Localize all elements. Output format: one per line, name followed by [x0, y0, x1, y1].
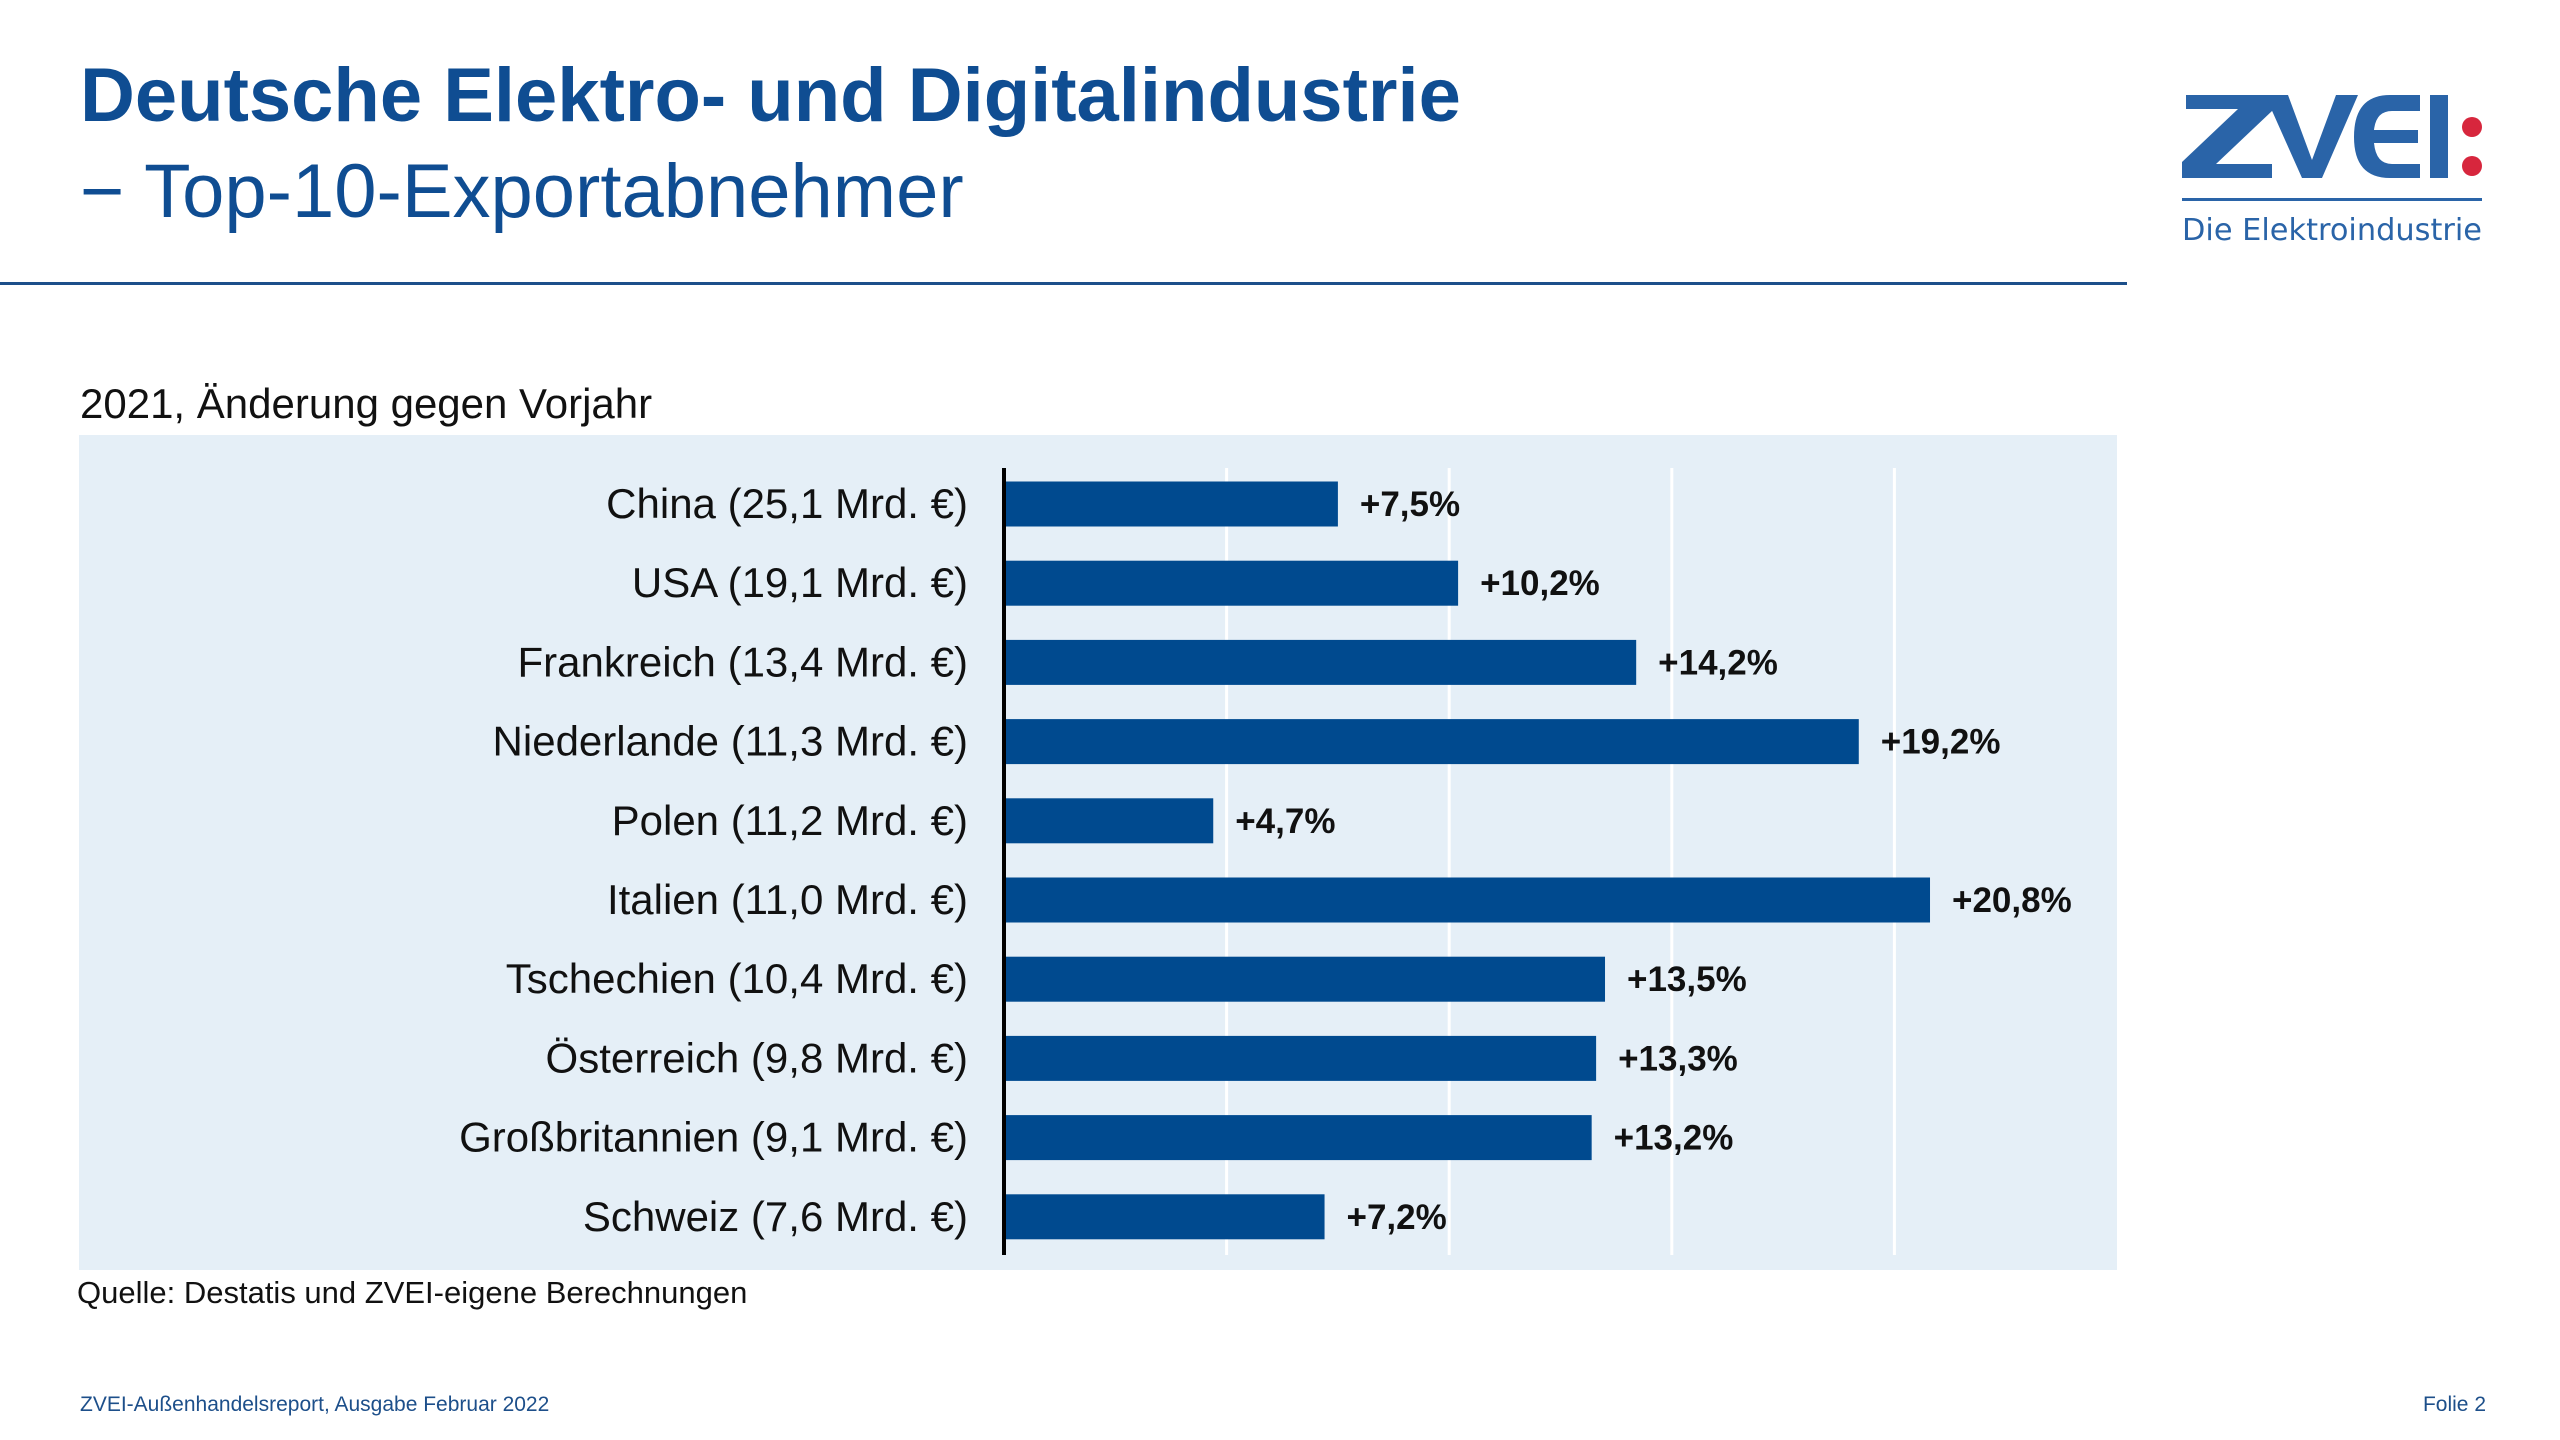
logo-letter-i [2430, 95, 2448, 178]
data-label: +19,2% [1881, 723, 2001, 762]
category-label: USA (19,1 Mrd. €) [632, 559, 968, 606]
logo-rule [2182, 198, 2482, 201]
category-label: Italien (11,0 Mrd. €) [607, 876, 968, 923]
data-label: +4,7% [1235, 802, 1335, 841]
bar [1004, 481, 1338, 527]
source-note: Quelle: Destatis und ZVEI-eigene Berechn… [77, 1275, 748, 1310]
logo-letter-v [2265, 95, 2358, 178]
logo-dot-bottom [2462, 156, 2482, 176]
data-label: +7,5% [1360, 485, 1460, 524]
bar [1004, 1115, 1592, 1161]
bar [1004, 956, 1606, 1002]
bar [1004, 1035, 1597, 1081]
bar [1004, 877, 1931, 923]
data-label: +13,5% [1627, 960, 1747, 999]
category-label: Polen (11,2 Mrd. €) [612, 797, 968, 844]
category-label: Großbritannien (9,1 Mrd. €) [459, 1114, 968, 1161]
bar [1004, 639, 1637, 685]
category-label: Schweiz (7,6 Mrd. €) [583, 1193, 968, 1240]
data-label: +13,3% [1618, 1039, 1738, 1078]
category-label: Österreich (9,8 Mrd. €) [546, 1034, 968, 1081]
footer-slide-number: Folie 2 [2422, 1393, 2486, 1416]
page-subtitle: − Top-10-Exportabnehmer [80, 149, 964, 234]
data-label: +13,2% [1614, 1119, 1734, 1158]
zvei-logo: Die Elektroindustrie [2182, 95, 2482, 248]
logo-letter-z [2182, 95, 2272, 178]
data-label: +7,2% [1347, 1198, 1447, 1237]
bar [1004, 1194, 1325, 1240]
page-title: Deutsche Elektro- und Digitalindustrie [80, 53, 1461, 138]
logo-tagline: Die Elektroindustrie [2182, 213, 2482, 248]
category-label: China (25,1 Mrd. €) [606, 480, 968, 527]
header-divider [0, 282, 2127, 285]
bar [1004, 719, 1859, 765]
bar [1004, 560, 1459, 606]
category-label: Niederlande (11,3 Mrd. €) [493, 718, 968, 765]
chart-title: 2021, Änderung gegen Vorjahr [80, 380, 653, 427]
data-label: +20,8% [1952, 881, 2072, 920]
logo-letter-e [2354, 95, 2420, 178]
data-label: +10,2% [1480, 564, 1600, 603]
category-label: Tschechien (10,4 Mrd. €) [506, 955, 968, 1002]
category-label: Frankreich (13,4 Mrd. €) [518, 638, 968, 685]
logo-dot-top [2462, 117, 2482, 137]
bar [1004, 798, 1214, 844]
footer-publication: ZVEI-Außenhandelsreport, Ausgabe Februar… [80, 1393, 550, 1416]
data-label: +14,2% [1658, 643, 1778, 682]
